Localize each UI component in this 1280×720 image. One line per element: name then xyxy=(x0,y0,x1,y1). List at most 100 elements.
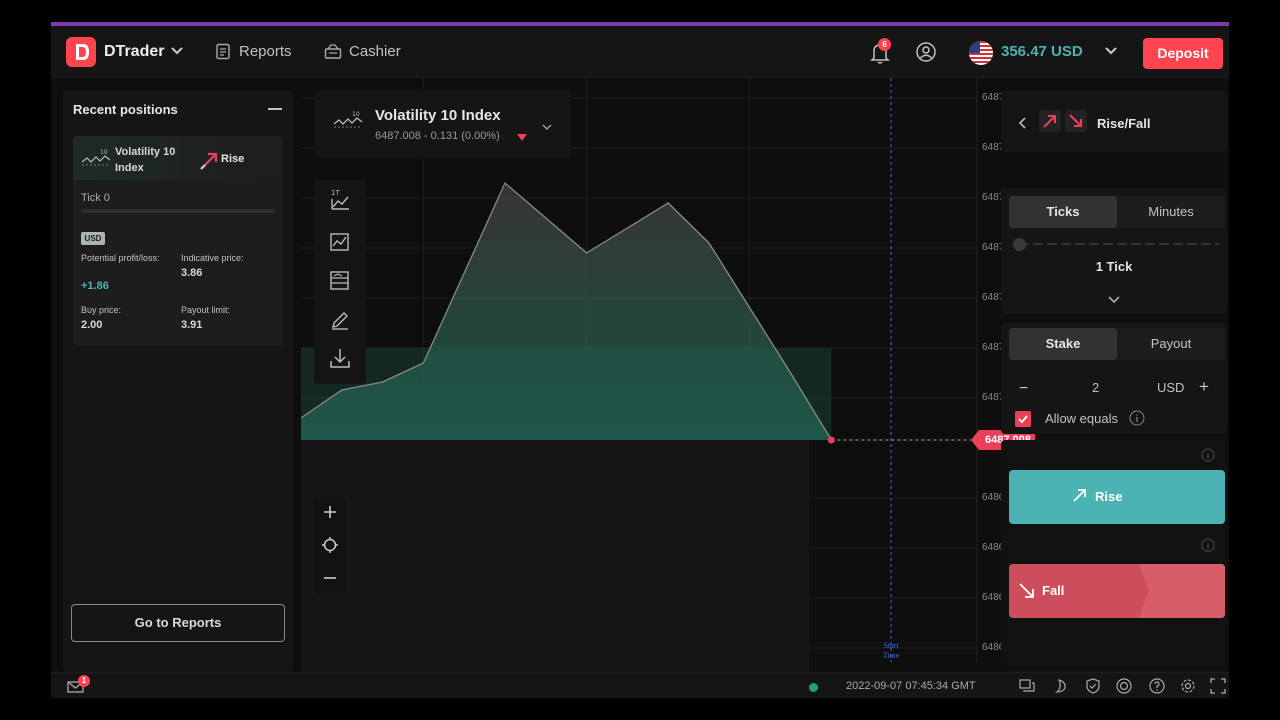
fall-button-shade xyxy=(1139,564,1225,618)
symbol-name: Volatility 10 Index xyxy=(375,107,501,124)
deriv-logo-icon[interactable] xyxy=(66,37,96,67)
inbox-badge: 1 xyxy=(78,675,90,687)
chart-type-icon[interactable]: 1T xyxy=(328,188,352,212)
account-button[interactable] xyxy=(915,41,937,68)
deposit-button[interactable]: Deposit xyxy=(1143,38,1223,69)
nav-cashier-label: Cashier xyxy=(349,43,401,60)
fall-arrow-icon xyxy=(1017,581,1037,606)
fullscreen-icon[interactable] xyxy=(1210,678,1226,694)
chart-area[interactable]: 10 Volatility 10 Index 6487.008 - 0.131 … xyxy=(301,78,1035,687)
tab-ticks[interactable]: Ticks xyxy=(1009,196,1117,228)
rise-arrow-icon xyxy=(1039,110,1061,132)
reports-icon xyxy=(216,43,230,60)
theme-icon[interactable] xyxy=(1053,678,1069,694)
tab-minutes[interactable]: Minutes xyxy=(1148,204,1194,219)
payout-limit-label: Payout limit: xyxy=(181,305,231,315)
chevron-down-icon[interactable] xyxy=(170,44,184,63)
price-down-icon xyxy=(517,134,527,141)
server-time: 2022-09-07 07:45:34 GMT xyxy=(846,680,976,692)
duration-card: Ticks Minutes 1 Tick xyxy=(1001,188,1227,314)
rise-arrow-icon xyxy=(198,150,220,177)
fall-arrow-icon xyxy=(1065,110,1087,132)
svg-text:1T: 1T xyxy=(331,189,340,197)
fall-button-label: Fall xyxy=(1042,583,1065,598)
indicative-price-label: Indicative price: xyxy=(181,253,244,263)
app-name[interactable]: DTrader xyxy=(104,43,165,60)
currency-badge: USD xyxy=(81,232,105,245)
minimize-icon[interactable] xyxy=(268,108,282,110)
regulation-icon[interactable] xyxy=(1116,678,1132,694)
potential-profit-label: Potential profit/loss: xyxy=(81,253,160,263)
start-time-label: Start Time xyxy=(882,641,900,660)
nav-reports-label: Reports xyxy=(239,43,292,60)
stake-increase-button[interactable]: + xyxy=(1199,377,1209,396)
templates-icon[interactable] xyxy=(328,269,352,293)
tick-progress-label: Tick 0 xyxy=(81,192,110,204)
position-contract-type: Rise xyxy=(221,153,245,165)
go-to-reports-button[interactable]: Go to Reports xyxy=(71,604,285,642)
stake-decrease-button[interactable]: − xyxy=(1019,380,1029,397)
recent-positions-panel: Recent positions 10 Volatility 10 Index … xyxy=(63,90,293,672)
info-icon[interactable] xyxy=(1201,538,1215,557)
tab-stake[interactable]: Stake xyxy=(1009,328,1117,360)
trade-type-name: Rise/Fall xyxy=(1097,116,1151,131)
info-icon[interactable] xyxy=(1201,448,1215,467)
allow-equals-checkbox[interactable] xyxy=(1015,411,1031,427)
chevron-left-icon[interactable] xyxy=(1017,116,1027,135)
zoom-in-icon[interactable] xyxy=(320,502,340,522)
rise-button[interactable]: Rise xyxy=(1009,470,1225,524)
rise-button-label: Rise xyxy=(1095,489,1123,504)
info-icon[interactable] xyxy=(1129,410,1145,431)
chart-lower-band xyxy=(301,425,809,672)
price-chart[interactable] xyxy=(301,78,985,672)
stake-input[interactable]: 2 xyxy=(1092,380,1100,395)
chevron-down-icon[interactable] xyxy=(1104,44,1118,63)
barrier-band xyxy=(301,348,832,440)
user-icon xyxy=(916,42,936,62)
svg-text:10: 10 xyxy=(100,149,108,156)
help-icon[interactable] xyxy=(1149,678,1165,694)
potential-profit-value: +1.86 xyxy=(81,280,109,292)
chat-icon[interactable] xyxy=(1019,678,1035,694)
account-balance[interactable]: 356.47 USD xyxy=(1001,43,1083,60)
header: DTrader Reports Cashier 6 xyxy=(51,26,1229,78)
inbox-button[interactable]: 1 xyxy=(67,675,90,698)
position-symbol: Volatility 10 Index xyxy=(115,146,176,174)
price-line xyxy=(301,181,832,441)
trade-type-selector[interactable]: Rise/Fall xyxy=(1001,90,1227,152)
top-accent-line xyxy=(51,22,1229,26)
tick-slider-track[interactable] xyxy=(1019,243,1219,245)
zoom-controls xyxy=(314,498,346,594)
nav-reports[interactable]: Reports xyxy=(215,43,292,60)
tick-progress-bar xyxy=(81,209,275,213)
fall-button[interactable]: Fall xyxy=(1009,564,1225,618)
nav-cashier[interactable]: Cashier xyxy=(324,43,401,60)
responsible-trading-icon[interactable] xyxy=(1085,678,1101,694)
reset-zoom-icon[interactable] xyxy=(320,535,340,555)
footer: 1 2022-09-07 07:45:34 GMT xyxy=(51,672,1229,698)
duration-value: 1 Tick xyxy=(1095,259,1133,274)
symbol-selector[interactable]: 10 Volatility 10 Index 6487.008 - 0.131 … xyxy=(315,91,571,157)
network-status-indicator[interactable] xyxy=(809,683,818,692)
position-card[interactable]: 10 Volatility 10 Index Rise Tick 0 USD P… xyxy=(73,136,283,346)
settings-icon[interactable] xyxy=(1180,678,1196,694)
volatility-10-icon: 10 xyxy=(81,148,111,175)
amount-tabs: Stake Payout xyxy=(1009,328,1225,360)
notification-badge: 6 xyxy=(878,38,891,51)
buy-price-label: Buy price: xyxy=(81,305,122,315)
indicative-price-value: 3.86 xyxy=(181,267,203,279)
tick-slider-handle[interactable] xyxy=(1013,238,1026,251)
tab-payout[interactable]: Payout xyxy=(1150,336,1192,351)
chevron-down-icon[interactable] xyxy=(1107,292,1121,310)
price-area xyxy=(301,183,832,440)
stake-currency: USD xyxy=(1157,380,1185,395)
notifications-button[interactable]: 6 xyxy=(869,38,891,70)
drawing-tools-icon[interactable] xyxy=(328,308,352,332)
app-window: DTrader Reports Cashier 6 xyxy=(51,22,1229,698)
recent-positions-title: Recent positions xyxy=(73,102,178,117)
stake-card: Stake Payout − 2 USD + Allow equals xyxy=(1001,322,1227,434)
trade-panel: Rise/Fall Ticks Minutes 1 Tick Stake Pay… xyxy=(1001,90,1229,672)
indicators-icon[interactable] xyxy=(328,230,352,254)
download-icon[interactable] xyxy=(328,346,352,370)
zoom-out-icon[interactable] xyxy=(320,568,340,588)
